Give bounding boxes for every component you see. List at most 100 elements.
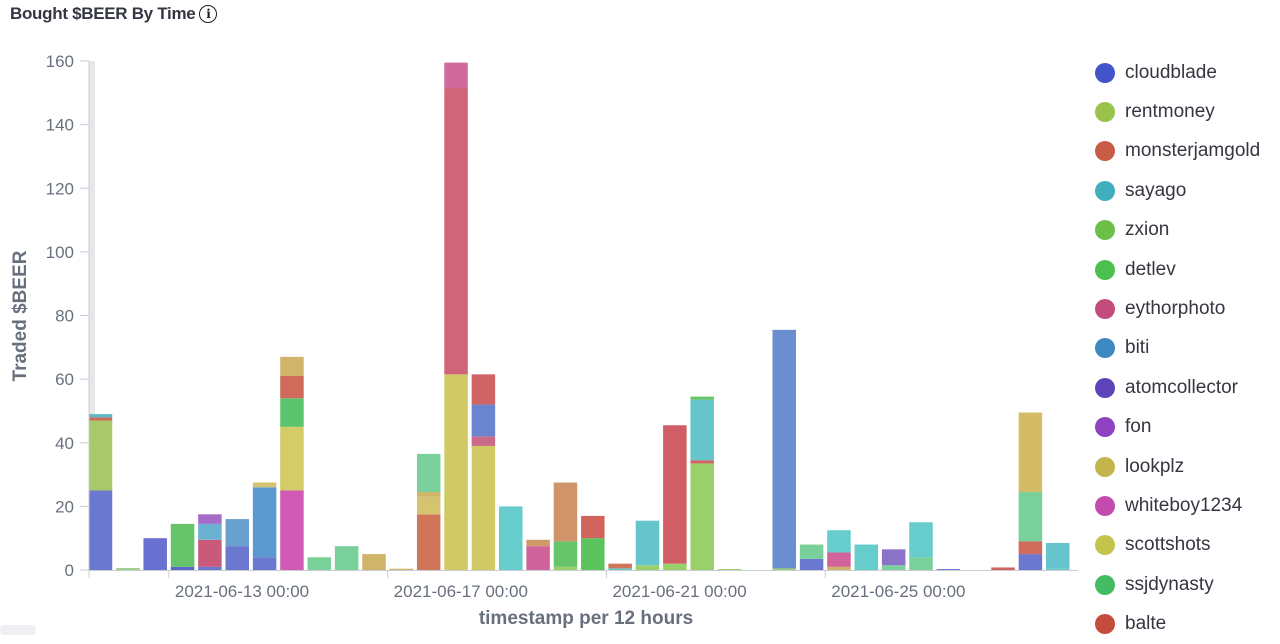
- bar-segment: [553, 541, 578, 567]
- bar-segment: [416, 514, 441, 570]
- legend-label: atomcollector: [1125, 376, 1238, 398]
- legend-item-biti[interactable]: biti: [1095, 329, 1260, 368]
- axis-highlight: [89, 61, 95, 570]
- bar-segment: [416, 496, 441, 515]
- legend-label: zxion: [1125, 219, 1170, 241]
- legend-swatch: [1095, 535, 1115, 556]
- legend-label: biti: [1125, 337, 1150, 359]
- chart-title: Bought $BEER By Time i: [10, 4, 218, 24]
- bar-segment: [471, 374, 496, 405]
- bar-segment: [416, 453, 441, 493]
- x-tick-label: 2021-06-21 00:00: [612, 582, 746, 601]
- legend-item-eythorphoto[interactable]: eythorphoto: [1095, 289, 1260, 328]
- bar-segment: [88, 420, 113, 491]
- legend-swatch: [1095, 180, 1115, 201]
- bar-segment: [280, 398, 304, 427]
- bar-segment: [280, 490, 304, 570]
- bar-segment: [471, 436, 496, 446]
- bar-segment: [553, 566, 578, 570]
- legend-swatch: [1095, 299, 1115, 320]
- legend-item-zxion[interactable]: zxion: [1095, 211, 1260, 250]
- legend-label: scottshots: [1125, 534, 1211, 556]
- bar-segment: [252, 487, 277, 558]
- legend-item-fon[interactable]: fon: [1095, 408, 1260, 447]
- bar-segment: [280, 375, 304, 399]
- legend-item-cloudblade[interactable]: cloudblade: [1095, 53, 1260, 92]
- bar-segment: [444, 62, 468, 89]
- bar-segment: [170, 523, 195, 567]
- bar-segment: [717, 569, 742, 571]
- bar-segment: [198, 523, 222, 540]
- legend-label: ssjdynasty: [1125, 573, 1214, 595]
- bar-segment: [608, 568, 632, 570]
- legend-item-detlev[interactable]: detlev: [1095, 250, 1260, 289]
- bar-segment: [690, 463, 714, 570]
- legend-item-sayago[interactable]: sayago: [1095, 171, 1260, 210]
- bar-segment: [116, 568, 140, 570]
- bar-segment: [1046, 542, 1070, 569]
- info-icon[interactable]: i: [199, 5, 218, 23]
- legend-item-rentmoney[interactable]: rentmoney: [1095, 92, 1260, 131]
- y-tick-label: 60: [55, 370, 74, 389]
- legend-label: whiteboy1234: [1125, 494, 1243, 516]
- bar-segment: [471, 445, 496, 570]
- bar-segment: [635, 565, 660, 570]
- legend-label: sayago: [1125, 179, 1187, 201]
- legend-label: eythorphoto: [1125, 298, 1226, 320]
- bar-segment: [526, 546, 550, 570]
- y-tick-label: 20: [55, 497, 74, 516]
- legend-swatch: [1095, 456, 1115, 477]
- bar-segment: [690, 460, 714, 464]
- bar-segment: [690, 399, 714, 461]
- bar-segment: [553, 482, 578, 542]
- legend-item-monsterjamgold[interactable]: monsterjamgold: [1095, 132, 1260, 171]
- legend-swatch: [1095, 417, 1115, 438]
- legend-item-scottshots[interactable]: scottshots: [1095, 526, 1260, 565]
- legend-item-atomcollector[interactable]: atomcollector: [1095, 368, 1260, 407]
- scrollbar-stub[interactable]: [0, 625, 36, 635]
- bar-segment: [827, 530, 851, 553]
- x-tick-label: 2021-06-17 00:00: [394, 582, 528, 601]
- bar-segment: [1046, 568, 1070, 570]
- bar-chart: 0 20 40 60 80 100 120 140 160 2021-06-13 00:00 202…: [10, 52, 1078, 629]
- legend-swatch: [1095, 102, 1115, 123]
- bar-segment: [799, 544, 824, 559]
- bar-segment: [663, 563, 687, 570]
- legend-label: cloudblade: [1125, 61, 1217, 83]
- bar-segment: [307, 557, 332, 570]
- bar-segment: [1018, 541, 1043, 555]
- bar-segment: [827, 552, 851, 567]
- x-axis-title: timestamp per 12 hours: [479, 608, 693, 629]
- y-tick-label: 140: [46, 116, 74, 135]
- legend-label: balte: [1125, 613, 1167, 635]
- legend-item-ssjdynasty[interactable]: ssjdynasty: [1095, 565, 1260, 604]
- bar-segment: [991, 567, 1015, 570]
- legend-item-balte[interactable]: balte: [1095, 604, 1260, 643]
- bar-segment: [690, 396, 714, 400]
- bar-segment: [88, 490, 113, 570]
- legend-label: fon: [1125, 416, 1152, 438]
- bar-segment: [362, 554, 386, 570]
- y-tick-label: 80: [55, 307, 74, 326]
- bar-segment: [198, 514, 222, 524]
- legend-swatch: [1095, 338, 1115, 359]
- bar-segment: [225, 519, 249, 547]
- bar-segment: [198, 566, 222, 570]
- bar-segment: [772, 568, 796, 570]
- bar-segment: [936, 569, 961, 571]
- bar-segment: [280, 356, 304, 376]
- bar-segment: [854, 544, 879, 570]
- bar-segment: [471, 404, 496, 437]
- legend-swatch: [1095, 574, 1115, 595]
- legend-item-lookplz[interactable]: lookplz: [1095, 447, 1260, 486]
- legend-swatch: [1095, 259, 1115, 280]
- bar-segment: [881, 549, 906, 566]
- bar-segment: [581, 515, 605, 539]
- bar-segment: [881, 565, 906, 570]
- legend-swatch: [1095, 220, 1115, 241]
- legend-item-whiteboy1234[interactable]: whiteboy1234: [1095, 486, 1260, 525]
- bar-segment: [608, 563, 632, 569]
- bar-segment: [499, 506, 523, 571]
- bar-segment: [526, 539, 550, 547]
- bar-segment: [1018, 554, 1043, 570]
